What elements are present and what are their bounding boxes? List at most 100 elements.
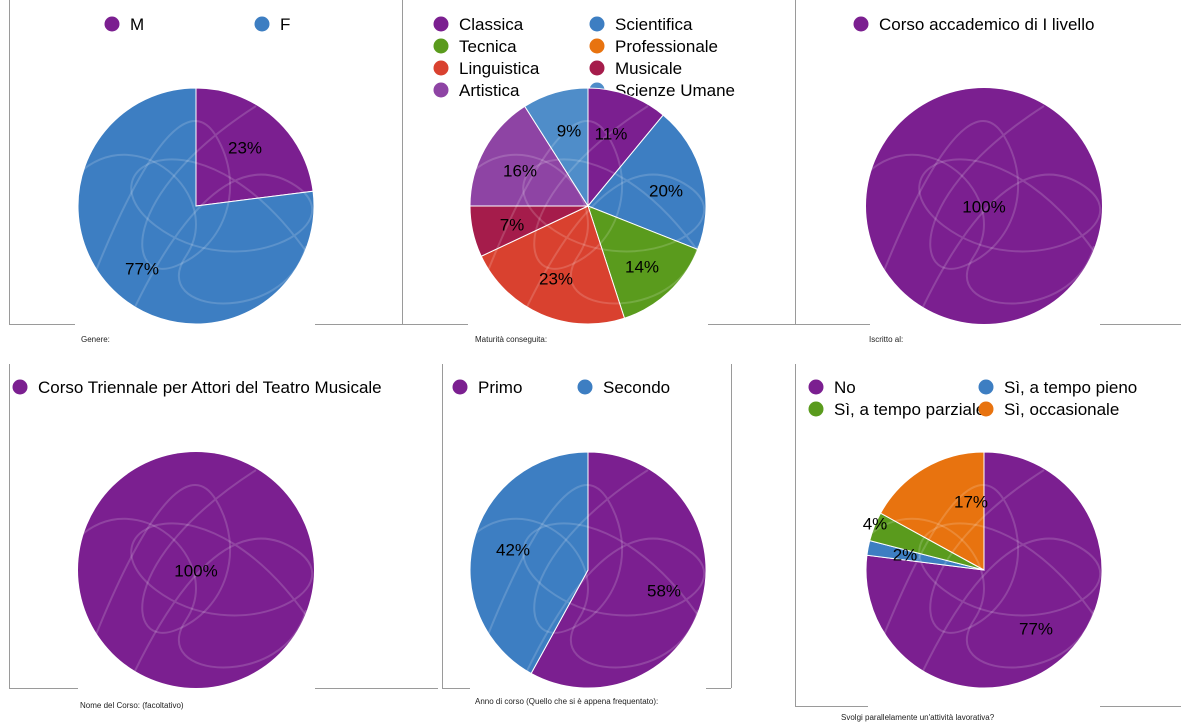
pie-chart-5: Primo Secondo 58% 42% Anno di corso (Quello …: [442, 364, 732, 706]
pie-slice-secondo: [469, 451, 589, 675]
legend-item-scientifica: Scientifica: [589, 15, 693, 34]
pie-texture: [866, 105, 1102, 324]
legend-item-s-a-tempo-parziale: Sì, a tempo parziale: [808, 400, 985, 419]
legend-swatch: [589, 16, 605, 32]
legend-item-m: M: [104, 15, 144, 34]
data-label-classica: 11%: [595, 124, 628, 143]
legend-item-f: F: [254, 15, 290, 34]
legend-label: Secondo: [603, 378, 670, 397]
legend-item-corso-triennale-per-attori-del-teatro-musicale: Corso Triennale per Attori del Teatro Mu…: [12, 378, 382, 397]
legend-item-linguistica: Linguistica: [433, 59, 540, 78]
pie-texture: [78, 469, 314, 688]
data-label-secondo: 42%: [496, 540, 530, 559]
chart-legend: Corso accademico di I livello: [853, 15, 1094, 34]
legend-item-s-occasionale: Sì, occasionale: [978, 400, 1119, 419]
chart-frame: [442, 364, 732, 689]
legend-item-tecnica: Tecnica: [433, 37, 517, 56]
chart-caption: Svolgi parallelamente un'attività lavora…: [841, 713, 995, 722]
legend-label: Primo: [478, 378, 522, 397]
legend-swatch: [433, 38, 449, 54]
chart-caption: Anno di corso (Quello che si è appena fr…: [475, 697, 659, 706]
legend-label: Scienze Umane: [615, 81, 735, 100]
pie-chart-6: No Sì, a tempo pieno Sì, a tempo parziale S…: [795, 364, 1181, 722]
data-label-corso-accademico-di-i-livello: 100%: [962, 197, 1005, 216]
legend-swatch: [433, 82, 449, 98]
pie-data-labels: 11% 20% 14% 23% 7% 16% 9%: [500, 121, 683, 288]
pie-slice-m: [195, 87, 314, 207]
legend-swatch: [589, 38, 605, 54]
data-label-s-a-tempo-pieno: 2%: [893, 545, 918, 564]
legend-swatch: [808, 401, 824, 417]
chart-caption: Genere:: [81, 335, 110, 344]
legend-label: Artistica: [459, 81, 520, 100]
legend-swatch: [589, 60, 605, 76]
chart-frame: [795, 364, 1181, 707]
pie-slice-primo: [530, 451, 707, 689]
chart-caption-text: Anno di corso (Quello che si è appena fr…: [475, 697, 659, 706]
legend-swatch: [853, 16, 869, 32]
pie-slice-corso-triennale-per-attori-del-teatro-musicale: [78, 452, 314, 688]
pie-chart-1: M F23%77%Genere:: [9, 0, 402, 344]
pie-slice-classica: [587, 87, 664, 208]
legend-item-classica: Classica: [433, 15, 524, 34]
pie-data-labels: 23% 77%: [125, 138, 262, 278]
legend-label: Corso Triennale per Attori del Teatro Mu…: [38, 378, 382, 397]
data-label-s-a-tempo-parziale: 4%: [863, 514, 888, 533]
data-label-corso-triennale-per-attori-del-teatro-musicale: 100%: [174, 561, 217, 580]
legend-item-professionale: Professionale: [589, 37, 718, 56]
data-label-primo: 58%: [647, 581, 681, 600]
pie-slices: [866, 88, 1102, 324]
legend-swatch: [808, 379, 824, 395]
pie-slice-f: [77, 87, 315, 325]
chart-frame: [9, 0, 402, 325]
legend-label: Sì, occasionale: [1004, 400, 1119, 419]
chart-caption: Maturità conseguita:: [475, 335, 547, 344]
pie-slice-scientifica: [587, 114, 707, 251]
chart-legend: Classica Scientifica Tecnica Professionale L…: [433, 15, 735, 100]
legend-label: M: [130, 15, 144, 34]
chart-caption: Iscritto al:: [869, 335, 903, 344]
data-label-scientifica: 20%: [649, 181, 683, 200]
legend-item-musicale: Musicale: [589, 59, 682, 78]
pie-data-labels: 100%: [174, 561, 217, 580]
chart-legend: No Sì, a tempo pieno Sì, a tempo parziale S…: [808, 378, 1137, 419]
pie-data-labels: 100%: [962, 197, 1005, 216]
data-label-no: 77%: [1019, 619, 1053, 638]
chart-frame: [795, 0, 1181, 325]
legend-swatch: [452, 379, 468, 395]
pie-texture: [78, 105, 314, 324]
pie-chart-4: Corso Triennale per Attori del Teatro Mu…: [9, 364, 438, 710]
legend-item-secondo: Secondo: [577, 378, 670, 397]
data-label-linguistica: 23%: [539, 269, 573, 288]
pie-texture: [470, 105, 706, 324]
legend-swatch: [978, 401, 994, 417]
legend-item-s-a-tempo-pieno: Sì, a tempo pieno: [978, 378, 1137, 397]
pie-slices: [77, 87, 315, 325]
chart-frame: [9, 364, 438, 689]
pie-chart-2: Classica Scientifica Tecnica Professionale L…: [402, 0, 796, 344]
legend-swatch: [978, 379, 994, 395]
pie-slice-linguistica: [480, 205, 626, 325]
pie-slice-s-occasionale: [879, 451, 985, 571]
legend-swatch: [433, 16, 449, 32]
legend-item-no: No: [808, 378, 856, 397]
legend-label: Sì, a tempo pieno: [1004, 378, 1137, 397]
data-label-m: 23%: [228, 138, 262, 157]
pie-texture: [470, 469, 706, 688]
legend-label: Musicale: [615, 59, 682, 78]
pie-slice-corso-accademico-di-i-livello: [866, 88, 1102, 324]
pie-data-labels: 58% 42%: [496, 540, 681, 600]
chart-caption: Nome del Corso: (facoltativo): [80, 701, 184, 710]
pie-slices: [469, 87, 707, 325]
legend-label: Tecnica: [459, 37, 517, 56]
data-label-musicale: 7%: [500, 215, 525, 234]
data-label-s-occasionale: 17%: [954, 492, 988, 511]
legend-label: Classica: [459, 15, 524, 34]
pie-slices: [469, 451, 707, 689]
legend-swatch: [12, 379, 28, 395]
pie-slice-artistica: [469, 105, 589, 207]
pie-data-labels: 77% 2% 4% 17%: [863, 492, 1053, 638]
data-label-tecnica: 14%: [625, 257, 659, 276]
data-label-artistica: 16%: [503, 161, 537, 180]
